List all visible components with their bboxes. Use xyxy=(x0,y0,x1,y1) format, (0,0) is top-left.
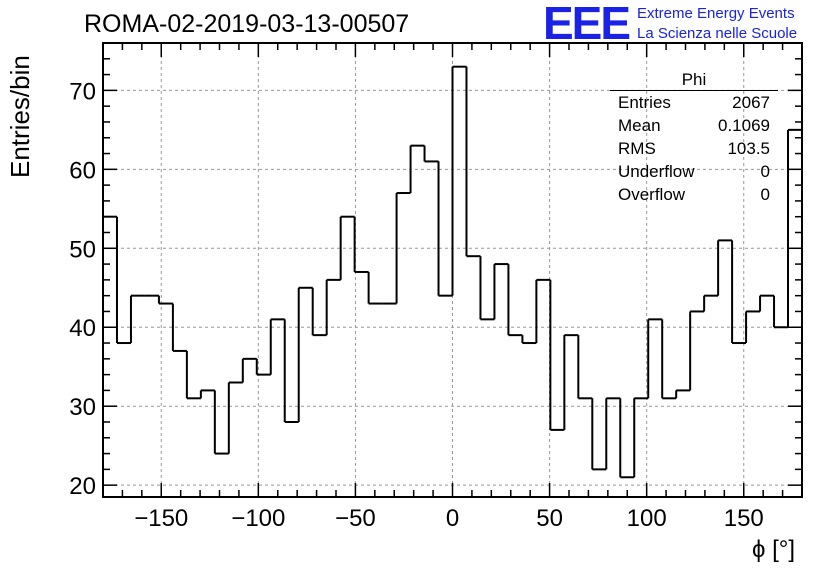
x-tick-label: 50 xyxy=(536,505,563,532)
histogram-bin xyxy=(535,278,551,344)
histogram-bin xyxy=(171,303,187,352)
stats-box: Phi Entries 2067 Mean 0.1069 RMS 103.5 U… xyxy=(610,70,778,206)
histogram-bin xyxy=(437,161,453,297)
eee-logo: EEE xyxy=(543,0,631,49)
stats-name: Phi xyxy=(610,70,778,91)
histogram-bin xyxy=(339,215,355,280)
stats-label: RMS xyxy=(618,139,656,158)
histogram-bin xyxy=(773,295,789,329)
histogram-bin xyxy=(395,192,411,304)
stats-row: Underflow 0 xyxy=(610,160,778,183)
histogram-bin xyxy=(507,264,523,337)
histogram-bin xyxy=(451,65,467,296)
histogram-bin xyxy=(283,319,299,423)
histogram-bin xyxy=(731,240,747,345)
y-tick-label: 30 xyxy=(69,394,96,421)
histogram-bin xyxy=(269,318,285,375)
histogram-bin xyxy=(633,397,649,478)
histogram-bin xyxy=(759,294,775,312)
histogram-bin xyxy=(549,279,565,431)
histogram-bin xyxy=(311,287,327,337)
histogram-bin xyxy=(185,350,201,400)
stats-value: 0 xyxy=(760,162,770,181)
x-tick-label: −100 xyxy=(231,505,285,532)
histogram-bin xyxy=(199,389,215,399)
histogram-bin xyxy=(577,335,593,400)
histogram-bin xyxy=(241,357,257,383)
histogram-bin xyxy=(479,256,495,321)
y-axis-label: Entries/bin xyxy=(5,55,35,178)
histogram-bin xyxy=(689,310,705,391)
histogram-bin xyxy=(325,278,341,336)
y-tick-label: 40 xyxy=(69,315,96,342)
tick-labels: −150 −100 −50 0 50 100 150 20 30 40 50 60 70 xyxy=(69,78,763,532)
histogram-bin xyxy=(465,66,481,258)
histogram-bin xyxy=(129,294,145,344)
stats-value: 103.5 xyxy=(727,139,770,158)
stats-value: 0 xyxy=(760,185,770,204)
y-tick-label: 60 xyxy=(69,157,96,184)
histogram-bin xyxy=(423,145,439,163)
histogram-bin xyxy=(647,318,663,399)
histogram-bin xyxy=(255,358,271,376)
x-tick-label: 100 xyxy=(627,505,667,532)
histogram-bin xyxy=(353,216,369,273)
axis-ticks xyxy=(103,43,802,497)
histogram-bin xyxy=(521,335,537,345)
histogram-bin xyxy=(661,319,677,400)
histogram-bin xyxy=(227,381,243,454)
grid-lines xyxy=(103,43,802,497)
x-tick-label: 0 xyxy=(446,505,459,532)
stats-label: Underflow xyxy=(618,162,695,181)
stats-row: Mean 0.1069 xyxy=(610,114,778,137)
stats-row: Entries 2067 xyxy=(610,91,778,114)
stats-label: Mean xyxy=(618,116,661,135)
x-tick-label: −150 xyxy=(134,505,188,532)
stats-label: Overflow xyxy=(618,185,686,204)
histogram-bin xyxy=(115,216,131,345)
stats-value: 0.1069 xyxy=(718,116,770,135)
histogram-bin xyxy=(703,294,719,312)
logo-text-line1: Extreme Energy Events xyxy=(637,5,795,22)
histogram-bin xyxy=(717,239,733,296)
histogram-bin xyxy=(591,398,607,471)
histogram-bin xyxy=(297,286,313,422)
y-tick-label: 50 xyxy=(69,236,96,263)
x-tick-label: 150 xyxy=(724,505,764,532)
histogram-bin xyxy=(563,334,579,430)
x-axis-label: ϕ [°] xyxy=(752,536,796,563)
logo-text-line2: La Scienza nelle Scuole xyxy=(637,25,798,42)
histogram-bin xyxy=(605,397,621,470)
histogram-bin xyxy=(157,295,173,305)
stats-row: RMS 103.5 xyxy=(610,137,778,160)
x-tick-label: −50 xyxy=(335,505,376,532)
y-tick-label: 70 xyxy=(69,78,96,105)
histogram-bars xyxy=(103,65,802,479)
histogram-bin xyxy=(409,144,425,194)
histogram-bin xyxy=(493,263,509,320)
histogram-bin xyxy=(213,390,229,455)
chart-title: ROMA-02-2019-03-13-00507 xyxy=(84,10,410,38)
stats-row: Overflow 0 xyxy=(610,183,778,206)
histogram-bin xyxy=(619,398,635,479)
histogram-bin xyxy=(745,310,761,344)
histogram-bin xyxy=(367,271,383,305)
histogram-bin xyxy=(787,128,802,328)
stats-label: Entries xyxy=(618,93,671,112)
histogram-bin xyxy=(675,389,691,399)
y-tick-label: 20 xyxy=(69,473,96,500)
stats-value: 2067 xyxy=(732,93,770,112)
